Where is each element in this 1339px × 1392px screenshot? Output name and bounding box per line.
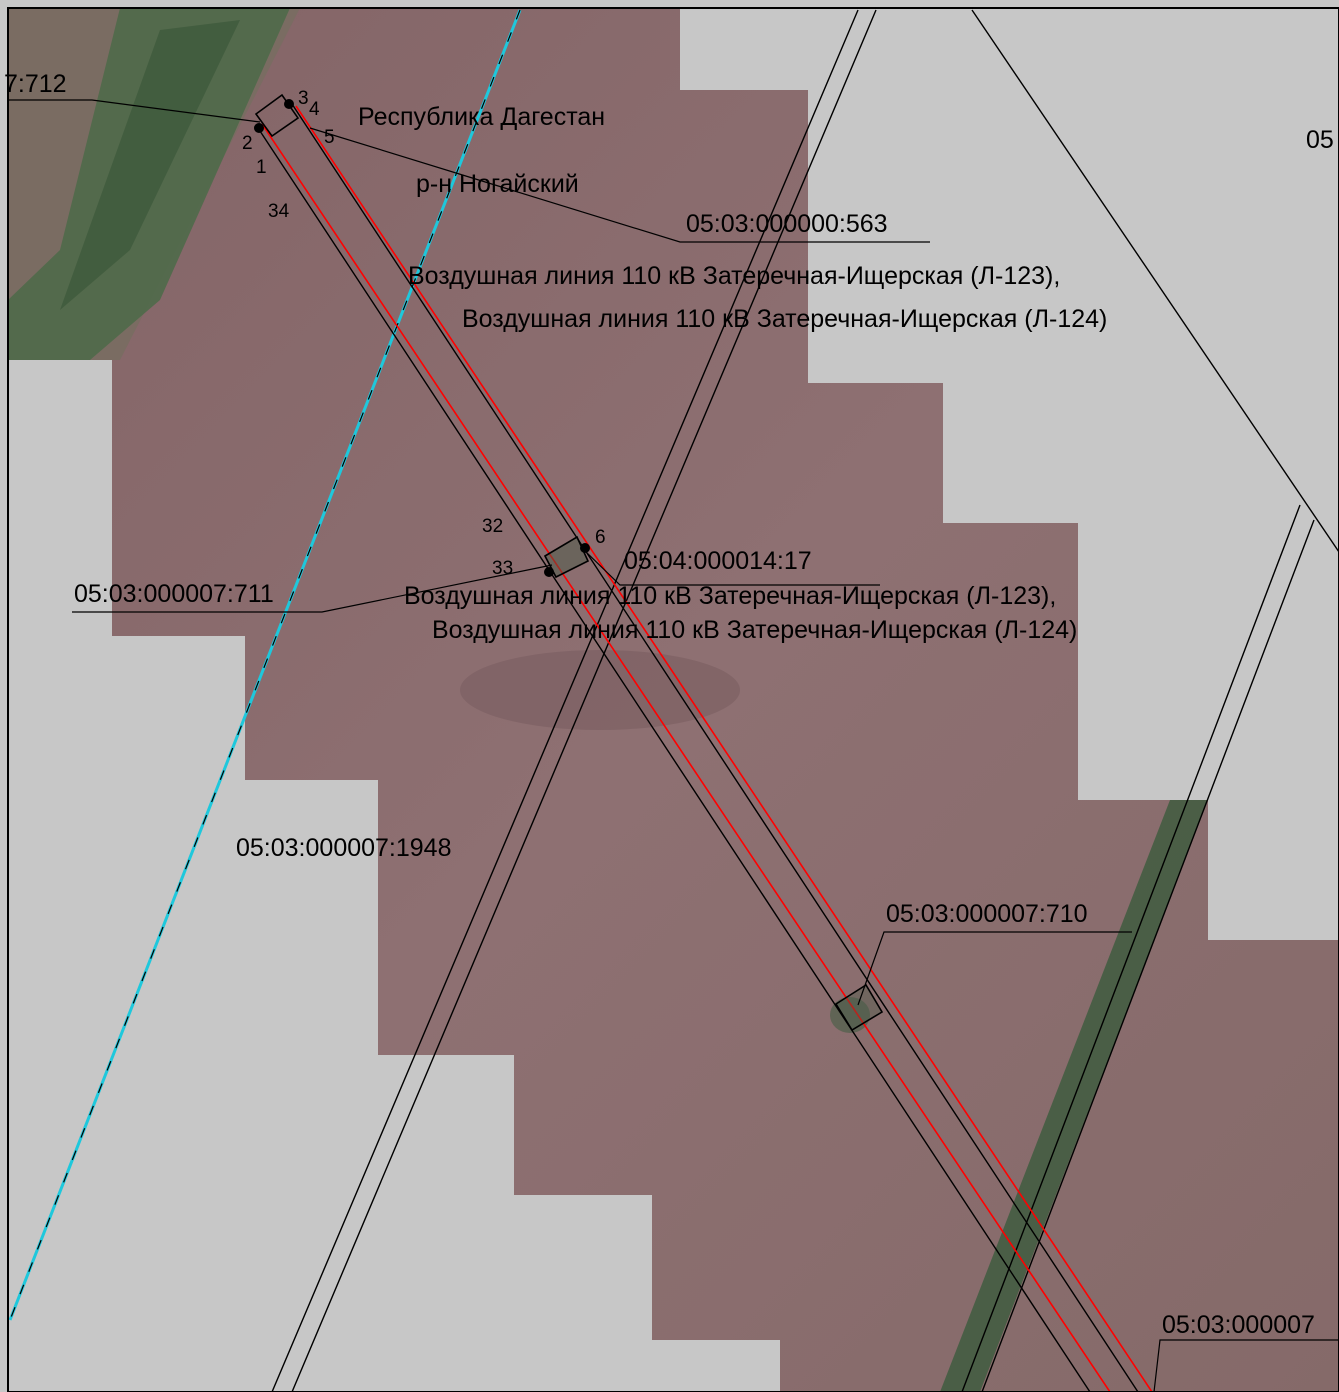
point-number: 3 [298, 88, 309, 109]
parcel-label-710: 05:03:000007:710 [886, 900, 1088, 928]
red-boundary-line [295, 105, 1153, 1392]
parcel-label-1948: 05:03:000007:1948 [236, 834, 452, 862]
leader-1417 [581, 547, 880, 586]
tower-square-bottom [834, 983, 884, 1032]
point-number: 4 [309, 99, 320, 120]
parcel-boundary-line [291, 9, 877, 1392]
parcel-boundary-line [961, 504, 1301, 1392]
point-number: 33 [492, 558, 513, 579]
point-number: 32 [482, 516, 503, 537]
parcel-boundary-line [271, 9, 859, 1392]
point-number: 34 [268, 201, 290, 222]
point-marker-33 [544, 567, 554, 577]
point-marker-1 [254, 123, 264, 133]
corridor-boundary [257, 127, 1091, 1392]
parcel-label-711: 05:03:000007:711 [74, 580, 274, 608]
leader-712 [8, 99, 261, 123]
map-frame [7, 7, 1339, 1392]
parcel-boundary-line [981, 519, 1315, 1392]
corridor-boundary [291, 103, 1139, 1392]
powerline-label-upper-2: Воздушная линия 110 кВ Затеречная-Ищерск… [462, 305, 1107, 333]
parcel-label-563: 05:03:000000:563 [686, 210, 888, 238]
leader-711 [72, 564, 553, 613]
tree-belt [940, 800, 1208, 1392]
parcel-boundary-line [971, 9, 1339, 553]
leader-710 [857, 931, 1132, 1006]
cyan-boundary-dash [9, 9, 521, 1321]
parcel-label-712: 7:712 [4, 70, 67, 98]
powerline-label-upper-1: Воздушная линия 110 кВ Затеречная-Ищерск… [408, 262, 1060, 290]
leader-563 [309, 127, 930, 243]
parcel-label-top-right: 05 [1306, 126, 1334, 154]
district-label: р-н Ногайский [416, 170, 579, 198]
point-marker-6 [580, 543, 590, 553]
parcel-label-bottom-right: 05:03:000007 [1162, 1311, 1315, 1339]
vegetation-strip-inner [60, 20, 240, 310]
field-shade [830, 997, 870, 1033]
parcel-label-1417: 05:04:000014:17 [624, 547, 812, 575]
region-label: Республика Дагестан [358, 103, 605, 131]
powerline-label-lower-2: Воздушная линия 110 кВ Затеречная-Ищерск… [432, 616, 1077, 644]
point-number: 5 [324, 127, 335, 148]
point-number: 2 [242, 133, 253, 154]
point-marker-3 [284, 99, 294, 109]
powerline-label-lower-1: Воздушная линия 110 кВ Затеречная-Ищерск… [404, 582, 1056, 610]
red-boundary-line [261, 123, 1111, 1392]
tower-square-top [254, 93, 300, 138]
point-number: 1 [256, 157, 267, 178]
field-shade [460, 650, 740, 730]
point-number: 6 [595, 527, 606, 548]
leader-bottom-right [1153, 1339, 1339, 1392]
